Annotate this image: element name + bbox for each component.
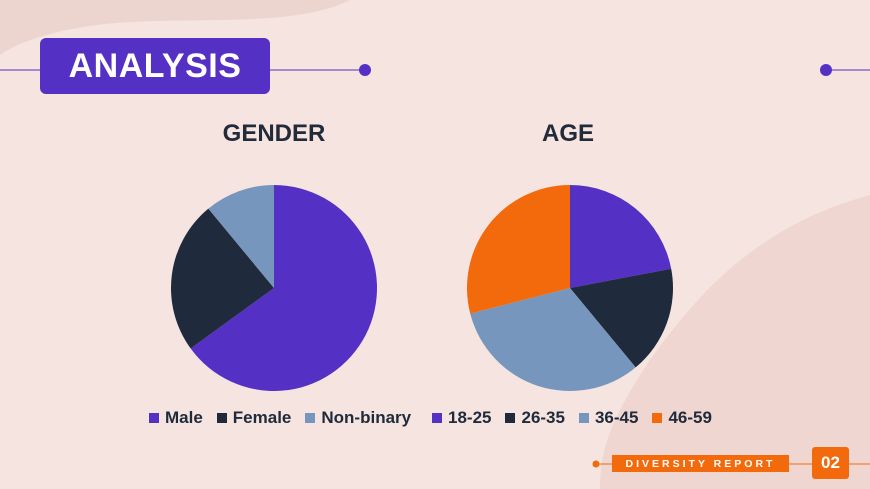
pie-slice-18-25 — [570, 185, 672, 288]
legend-swatch-46-59 — [652, 413, 663, 423]
legend-label-26-35: 26-35 — [521, 408, 565, 427]
legend-swatch-male — [149, 413, 159, 423]
legend-label-female: Female — [232, 408, 292, 427]
footer-connector-dot — [592, 460, 600, 468]
legend-item-female: Female — [216, 408, 292, 428]
legend-swatch-26-35 — [505, 413, 516, 423]
legend-label-male: Male — [165, 408, 203, 427]
legend-item-36-45: 36-45 — [578, 408, 639, 428]
page-title: ANALYSIS — [68, 46, 242, 85]
legend-item-male: Male — [149, 408, 203, 428]
legend-swatch-non-binary — [305, 413, 316, 423]
right-connector-dot — [820, 64, 832, 76]
legend-item-18-25: 18-25 — [432, 408, 491, 428]
legend-label-46-59: 46-59 — [668, 408, 712, 427]
legend-item-26-35: 26-35 — [505, 408, 565, 428]
legend-swatch-female — [216, 413, 227, 423]
legend-label-18-25: 18-25 — [448, 408, 492, 427]
page-number: 02 — [821, 453, 840, 472]
gender-legend: Male Female Non-binary — [149, 408, 411, 428]
legend-item-46-59: 46-59 — [652, 408, 712, 428]
pie-slice-female — [171, 208, 274, 349]
age-legend: 18-25 26-35 36-45 46-59 — [432, 408, 712, 428]
gender-chart-title: GENDER — [222, 120, 326, 147]
legend-swatch-18-25 — [432, 413, 442, 423]
age-chart-title: AGE — [541, 120, 594, 147]
pie-slice-male — [190, 185, 378, 391]
pie-slice-non-binary — [208, 185, 274, 288]
bottom-right-background-wave — [600, 195, 870, 489]
legend-label-non-binary: Non-binary — [321, 408, 412, 427]
title-connector-dot — [359, 64, 371, 76]
legend-swatch-36-45 — [578, 413, 589, 423]
pie-slice-36-45 — [470, 288, 636, 391]
legend-item-non-binary: Non-binary — [305, 408, 411, 428]
footer-report-bar: DIVERSITY REPORT — [612, 455, 789, 472]
page-number-box: 02 — [812, 447, 849, 479]
pie-slice-26-35 — [570, 268, 673, 368]
legend-label-36-45: 36-45 — [594, 408, 639, 427]
pie-slice-46-59 — [467, 185, 570, 314]
analysis-title-box: ANALYSIS — [40, 38, 270, 94]
footer-report-label: DIVERSITY REPORT — [625, 457, 776, 470]
top-background-wave — [0, 0, 350, 55]
